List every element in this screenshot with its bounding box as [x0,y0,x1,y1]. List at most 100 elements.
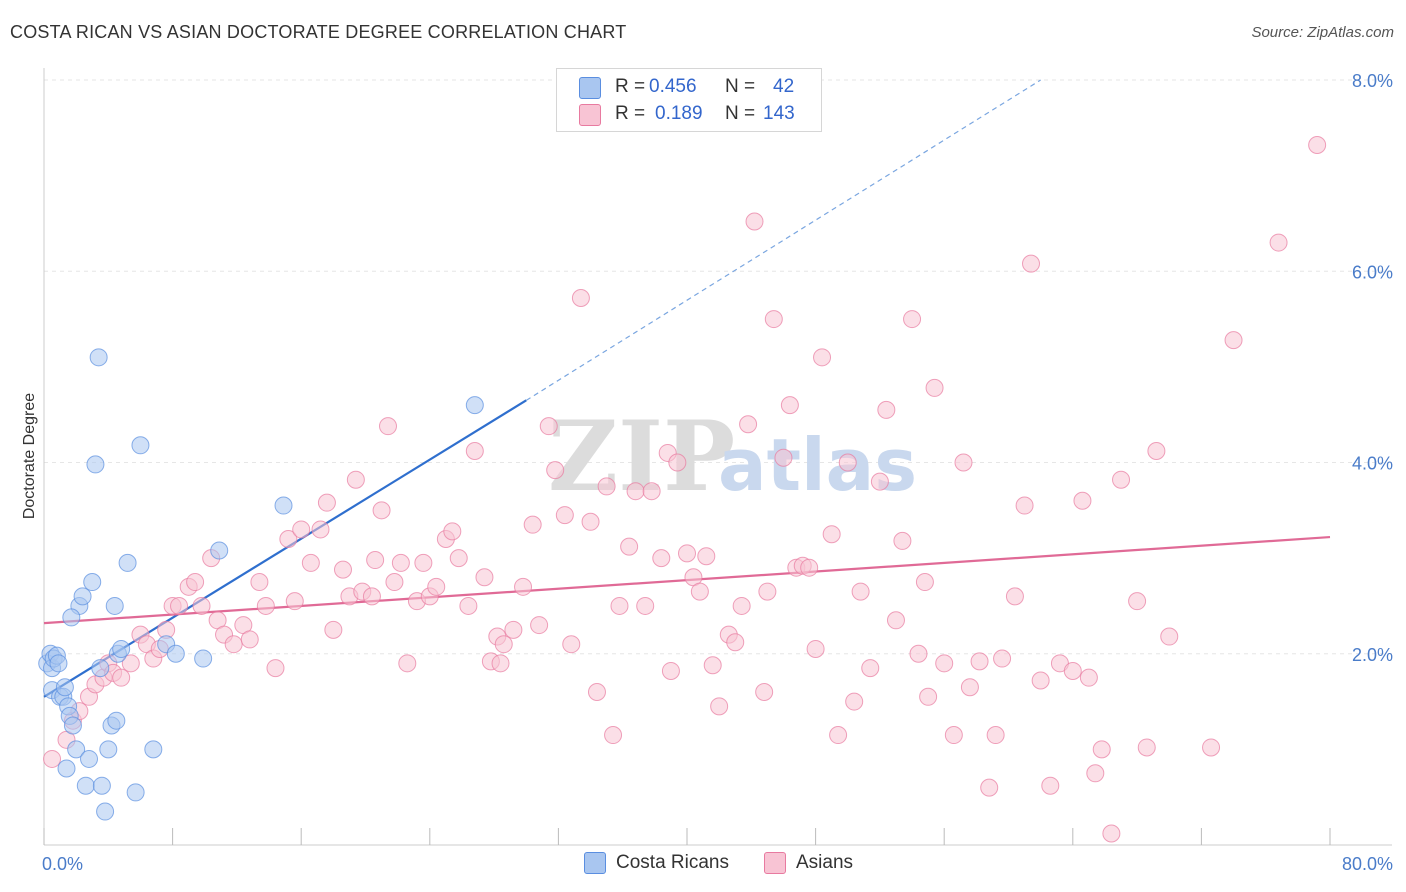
point-asian [317,493,336,512]
point-asian [256,596,275,615]
point-asian [504,620,523,639]
point-asian [774,448,793,467]
y-tick-label: 8.0% [1352,71,1393,91]
point-asian [571,289,590,308]
point-asian [1128,592,1147,611]
point-costa-rican [86,455,105,474]
point-asian [539,417,558,436]
point-asian [915,573,934,592]
bottom-legend-costa-ricans: Costa Ricans [584,852,729,874]
y-tick-labels: 2.0% 4.0% 6.0% 8.0% [1352,71,1393,665]
point-asian [620,537,639,556]
point-asian [192,596,211,615]
point-asian [266,659,285,678]
point-asian [678,544,696,563]
source-label: Source: ZipAtlas.com [1251,24,1394,41]
point-asian [919,687,938,706]
point-asian [366,551,385,570]
point-asian [324,620,343,639]
point-asian [530,616,549,635]
point-asian [224,635,243,654]
point-asian [186,573,205,592]
point-asian [652,549,671,568]
point-asian [311,520,330,539]
legend-swatch-asians [579,104,601,126]
point-asian [838,453,857,472]
point-costa-rican [107,711,126,730]
point-costa-rican [194,649,213,668]
legend-r-label: R = [615,76,646,97]
point-asian [1202,738,1221,757]
legend-n-value: 42 [773,76,795,97]
axes [43,68,1392,846]
point-asian [372,501,391,520]
chart-title: COSTA RICAN VS ASIAN DOCTORATE DEGREE CO… [10,22,627,42]
point-asian [925,378,944,397]
point-asian [398,654,417,673]
point-asian [1063,661,1082,680]
point-asian [661,661,680,680]
point-asian [845,692,864,711]
point-asian [690,582,709,601]
legend-n-value: 143 [763,103,795,124]
point-costa-rican [80,749,99,768]
point-asian [546,461,565,480]
point-costa-rican [57,759,76,778]
point-asian [697,547,716,566]
point-costa-rican [49,654,68,673]
point-asian [562,635,581,654]
y-tick-label: 2.0% [1352,645,1393,665]
point-costa-rican [91,659,110,678]
point-asian [459,596,478,615]
point-asian [170,596,189,615]
point-asian [465,442,484,461]
point-asian [610,596,629,615]
point-costa-rican [99,740,118,759]
point-costa-rican [465,396,484,415]
point-asian [449,549,468,568]
point-asian [1112,470,1131,489]
point-asian [893,531,912,550]
point-costa-rican [105,596,124,615]
point-asian [555,506,574,525]
point-asian [1041,776,1060,795]
bottom-legend-swatch-costa-ricans [584,852,606,874]
point-asian [333,560,352,579]
point-asian [806,639,825,658]
point-asian [121,654,140,673]
point-asian [745,212,764,231]
point-asian [903,310,922,329]
point-costa-rican [118,553,137,572]
point-asian [1031,671,1050,690]
point-asian [523,515,542,534]
watermark-atlas: atlas [718,423,917,507]
point-asian [986,726,1005,745]
point-asian [954,453,973,472]
point-asian [475,568,494,587]
point-asian [1160,627,1179,646]
y-tick-label: 4.0% [1352,454,1393,474]
point-asian [851,582,870,601]
y-axis-label: Doctorate Degree [21,393,38,519]
point-asian [1086,764,1105,783]
point-costa-rican [210,541,229,560]
bottom-legend-label: Asians [796,852,854,873]
point-costa-rican [112,639,131,658]
point-asian [1224,331,1243,350]
point-costa-rican [126,783,145,802]
point-asian [732,596,751,615]
bottom-legend-swatch-asians [764,852,786,874]
point-asian [43,749,62,768]
point-asian [944,726,963,745]
point-asian [112,668,131,687]
point-asian [301,553,320,572]
watermark: ZIP atlas [548,400,917,513]
point-asian [414,553,433,572]
point-asian [703,656,722,675]
point-costa-rican [55,678,74,697]
point-asian [581,512,600,531]
point-asian [1005,587,1024,606]
point-asian [710,697,729,716]
point-asian [346,470,365,489]
